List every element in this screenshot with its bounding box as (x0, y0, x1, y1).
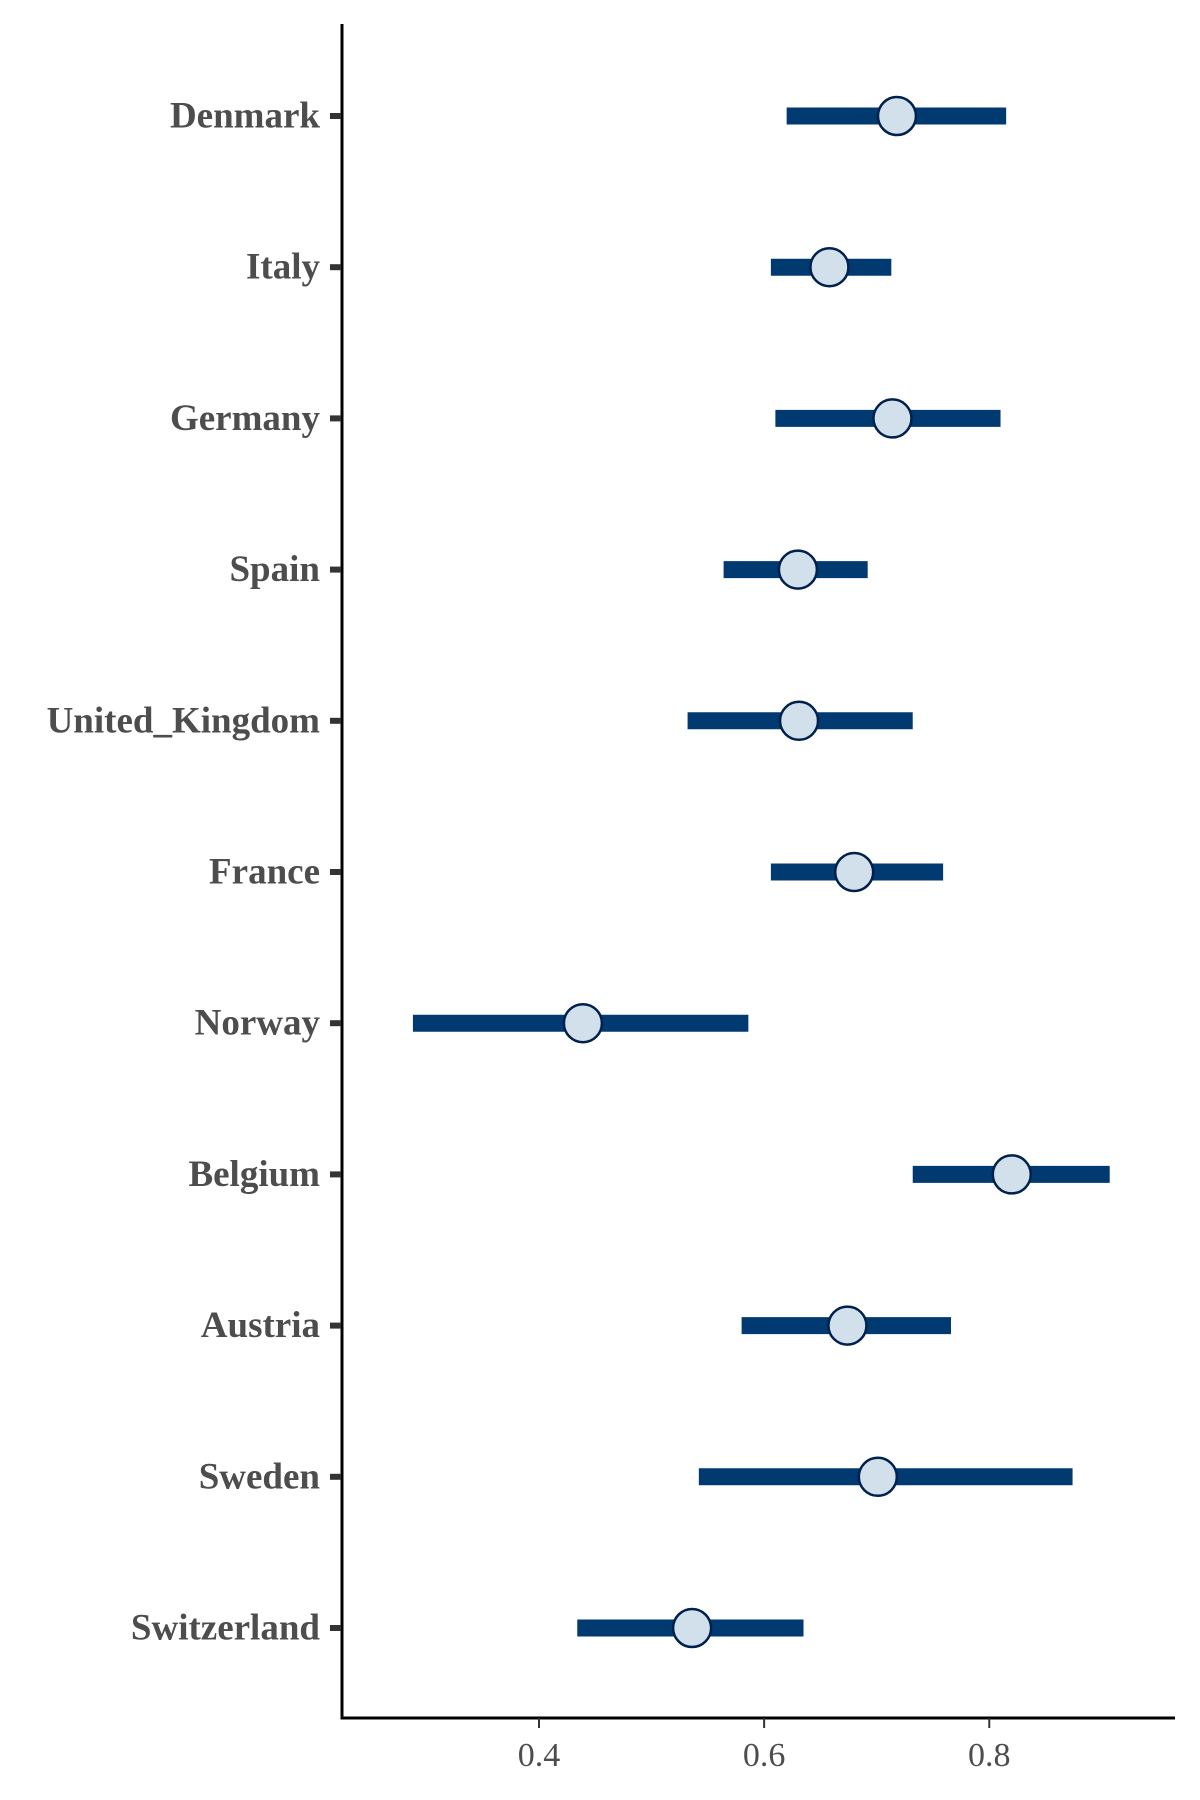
point-estimate-united-kingdom (778, 700, 820, 742)
y-tick-label: Belgium (188, 1154, 320, 1195)
point-estimate-spain (777, 549, 819, 590)
points-group (562, 95, 1033, 1649)
y-tick-label: Austria (201, 1305, 320, 1346)
point-estimate-germany (872, 398, 913, 439)
point-estimate-norway (562, 1002, 604, 1044)
x-axis: 0.4 0.6 0.8 (340, 1716, 1175, 1774)
x-tick-label: 0.8 (968, 1737, 1011, 1774)
y-tick-label: Switzerland (131, 1608, 321, 1649)
y-tick-label: France (209, 852, 320, 893)
x-tick-label: 0.4 (518, 1737, 561, 1774)
point-estimate-switzerland (671, 1607, 713, 1649)
x-tick-label: 0.6 (743, 1737, 786, 1774)
y-tick-label: Italy (246, 247, 321, 288)
point-estimate-italy (809, 246, 850, 288)
point-estimate-sweden (857, 1456, 899, 1498)
point-estimate-belgium (991, 1154, 1033, 1195)
y-tick-label: Germany (170, 398, 321, 439)
y-tick-label: Sweden (199, 1456, 321, 1497)
y-axis: Denmark Italy Germany Spain United_Kingdom Fr… (47, 24, 344, 1718)
y-tick-label: Norway (195, 1003, 321, 1044)
intervals-group (412, 107, 1110, 1637)
y-tick-label: Spain (229, 549, 320, 590)
y-tick-label: United_Kingdom (47, 700, 321, 741)
y-tick-label: Denmark (170, 96, 320, 137)
point-estimate-austria (827, 1305, 868, 1346)
point-estimate-france (833, 851, 875, 893)
point-estimate-denmark (876, 95, 918, 137)
